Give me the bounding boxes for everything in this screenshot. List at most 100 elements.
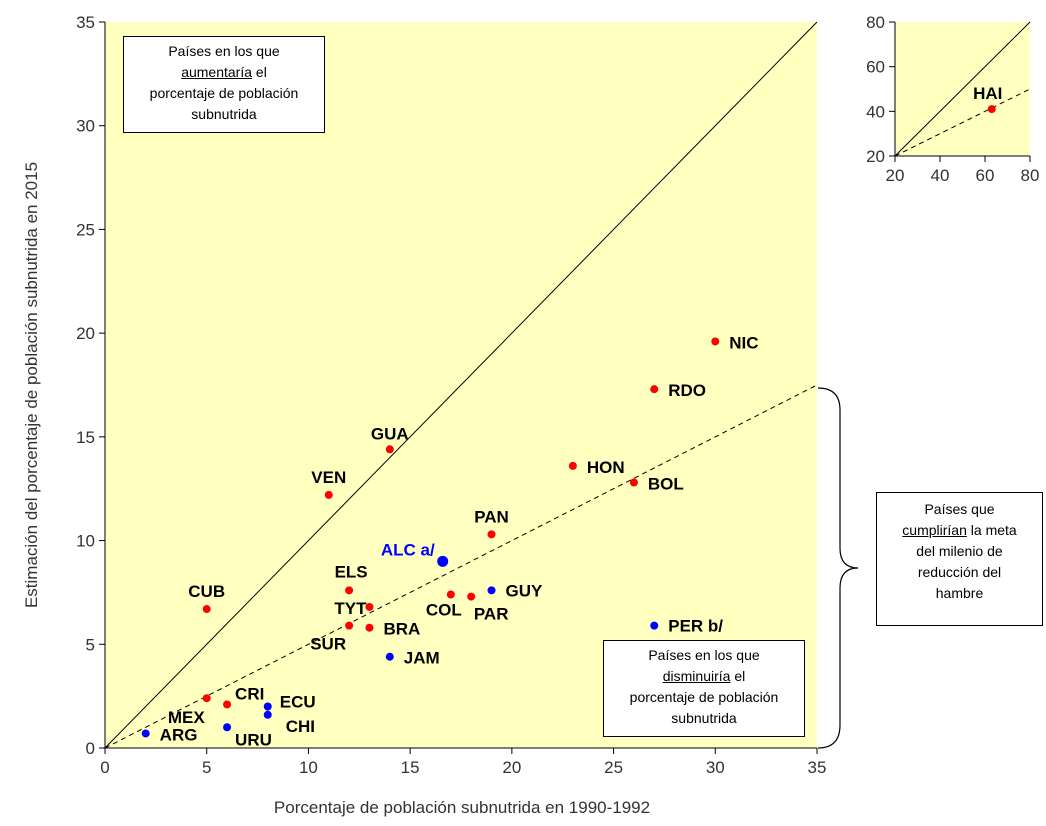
y-tick-label: 15 (76, 428, 95, 447)
annotation-goal-line5: hambre (935, 585, 984, 601)
data-point (141, 729, 150, 738)
data-point-label: ALC a/ (381, 540, 435, 559)
data-point (568, 461, 577, 470)
data-point-label: MEX (168, 708, 206, 727)
annotation-decrease-underlined: disminuiría (662, 668, 731, 684)
data-point-label: GUY (506, 581, 544, 600)
data-point (385, 652, 394, 661)
x-tick-label: 10 (299, 758, 318, 777)
x-tick-label: 0 (100, 758, 109, 777)
annotation-decrease-line3: porcentaje de población (629, 689, 779, 705)
annotation-decrease-line2-rest: el (730, 668, 746, 684)
annotation-increase-line2: aumentaría el (128, 62, 320, 83)
data-point (650, 621, 659, 630)
data-point-label: COL (426, 601, 462, 620)
data-point-label: NIC (729, 333, 758, 352)
data-point-label: RDO (668, 381, 706, 400)
data-point-label: CUB (188, 582, 225, 601)
annotation-decrease: Países en los que disminuiría el porcent… (603, 640, 805, 737)
reference-line-equal (104, 21, 818, 749)
annotation-decrease-line1: Países en los que (648, 647, 760, 663)
x-tick-label: 5 (202, 758, 211, 777)
y-tick-label: 35 (76, 13, 95, 32)
data-point (345, 621, 354, 630)
data-point-label: GUA (371, 424, 409, 443)
y-tick-label: 25 (76, 220, 95, 239)
y-axis-title: Estimación del porcentaje de población s… (22, 162, 41, 608)
inset-plot-hai: 20 40 60 80 20 40 60 80 HAI (866, 13, 1039, 185)
data-point-label: ECU (280, 693, 316, 712)
data-point (263, 702, 272, 711)
x-axis-title: Porcentaje de población subnutrida en 19… (274, 798, 650, 817)
data-point (711, 337, 720, 346)
annotation-increase-line2-rest: el (252, 64, 267, 80)
data-point-label: BRA (383, 620, 420, 639)
y-tick-label: 80 (866, 13, 885, 32)
annotation-goal-line2: cumplirían la meta (881, 520, 1038, 541)
data-point-label: ELS (335, 562, 368, 581)
annotation-goal-line3: del milenio de (916, 543, 1003, 559)
data-point-label: PER b/ (668, 617, 723, 636)
reference-line-half (104, 384, 818, 749)
x-tick-label: 20 (502, 758, 521, 777)
x-tick-label: 30 (706, 758, 725, 777)
data-point (223, 723, 232, 732)
data-point (223, 700, 232, 709)
data-point (650, 385, 659, 394)
annotation-goal-underlined: cumplirían (902, 522, 967, 538)
data-point-label: SUR (310, 635, 346, 654)
reference-line-equal (894, 21, 1031, 157)
reference-line-half (894, 88, 1031, 157)
data-point (365, 602, 374, 611)
data-point-label: CHI (286, 717, 315, 736)
annotation-increase-line4: subnutrida (191, 106, 257, 122)
data-point-label: PAR (474, 605, 509, 624)
data-point (446, 590, 455, 599)
y-tick-label: 20 (76, 324, 95, 343)
data-point-label: URU (235, 730, 272, 749)
data-point (345, 586, 354, 595)
data-point (202, 605, 211, 614)
data-point-label: CRI (235, 684, 264, 703)
y-tick-label: 40 (866, 102, 885, 121)
y-tick-label: 30 (76, 117, 95, 136)
data-point-label: TYT (334, 599, 367, 618)
data-point (487, 586, 496, 595)
x-tick-label: 60 (976, 166, 995, 185)
main-plot: 0 5 10 15 20 25 30 35 0 5 10 15 20 25 30 35 NIC RDO HON BOL… (76, 13, 826, 777)
annotation-increase-underlined: aumentaría (181, 64, 253, 80)
x-tick-label: 80 (1021, 166, 1040, 185)
y-tick-label: 5 (86, 635, 95, 654)
data-point (467, 592, 476, 601)
data-point (324, 490, 333, 499)
annotation-decrease-line4: subnutrida (671, 710, 737, 726)
x-tick-label: 25 (604, 758, 623, 777)
data-point (487, 530, 496, 539)
x-tick-label: 40 (931, 166, 950, 185)
data-point-label: JAM (404, 649, 440, 668)
annotation-goal-line4: reducción del (917, 564, 1002, 580)
data-point (987, 105, 996, 114)
annotation-increase-line1: Países en los que (168, 43, 280, 59)
data-point-label: HAI (973, 84, 1002, 103)
x-tick-label: 35 (808, 758, 827, 777)
data-point (437, 555, 449, 567)
annotation-decrease-line2: disminuiría el (608, 666, 800, 687)
annotation-increase: Países en los que aumentaría el porcenta… (123, 36, 325, 133)
annotation-increase-line3: porcentaje de población (149, 85, 299, 101)
data-point-label: HON (587, 458, 625, 477)
curly-brace (817, 387, 859, 749)
x-tick-label: 15 (401, 758, 420, 777)
data-point (202, 694, 211, 703)
y-tick-label: 20 (866, 147, 885, 166)
annotation-millennium-goal: Países que cumplirían la meta del mileni… (876, 492, 1043, 626)
annotation-goal-line2-rest: la meta (966, 522, 1017, 538)
data-point-label: BOL (648, 474, 684, 493)
data-point-label: VEN (311, 468, 346, 487)
data-point (629, 478, 638, 487)
annotation-goal-line1: Países que (924, 501, 995, 517)
data-point (365, 623, 374, 632)
y-tick-label: 0 (86, 739, 95, 758)
data-point-label: PAN (474, 507, 509, 526)
